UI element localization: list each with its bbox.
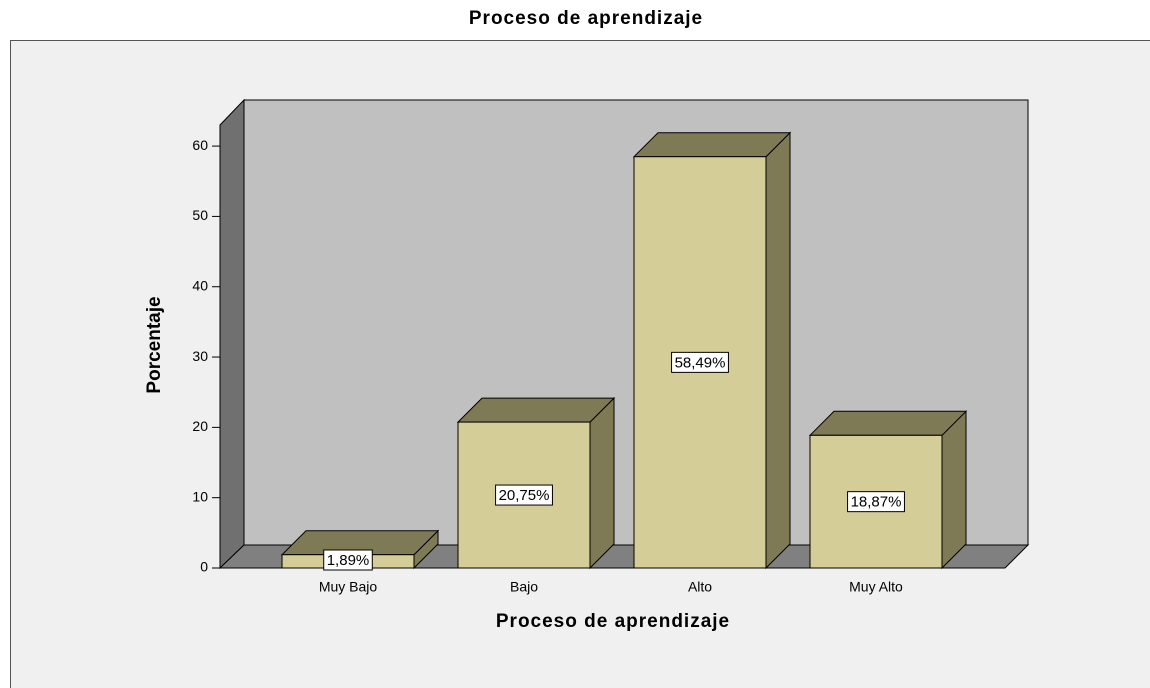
y-axis-title: Porcentaje (144, 296, 165, 393)
bar-top (456, 397, 616, 423)
x-tick-label: Muy Bajo (319, 579, 378, 595)
value-label-box (671, 351, 729, 373)
value-label: 20,75% (499, 487, 550, 504)
value-label-box (847, 491, 905, 513)
value-label: 58,49% (675, 354, 726, 371)
x-tick-label: Bajo (510, 579, 538, 595)
y-tick-label: 40 (192, 277, 208, 293)
value-label: 1,89% (327, 552, 370, 569)
bar-top (808, 410, 968, 436)
value-label: 18,87% (851, 494, 902, 511)
left-wall (219, 98, 245, 570)
value-label-box (495, 484, 553, 506)
bar-side (765, 131, 791, 570)
value-label-box (323, 549, 373, 571)
y-tick-label: 0 (200, 559, 208, 575)
x-tick-label: Muy Alto (849, 579, 903, 595)
chart-title: Proceso de aprendizaje (469, 8, 703, 29)
bar-side (941, 410, 967, 570)
y-tick-label: 60 (192, 137, 208, 153)
y-tick-label: 50 (192, 207, 208, 223)
y-tick-label: 20 (192, 418, 208, 434)
bar-top (632, 132, 792, 158)
y-tick-label: 30 (192, 348, 208, 364)
x-tick-label: Alto (688, 579, 712, 595)
y-tick-label: 10 (192, 488, 208, 504)
bar-side (589, 396, 615, 570)
x-axis-title: Proceso de aprendizaje (496, 611, 730, 632)
